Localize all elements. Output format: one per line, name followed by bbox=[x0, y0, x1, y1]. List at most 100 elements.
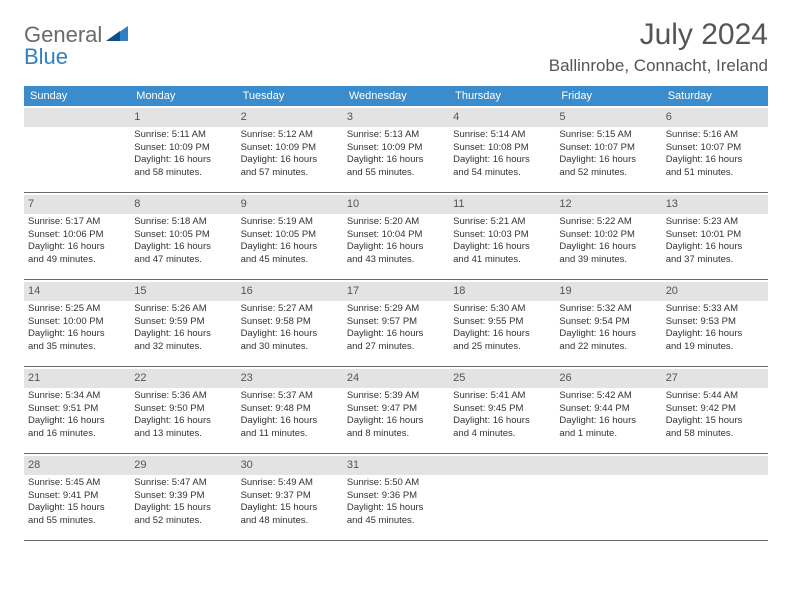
day-info-line: Daylight: 16 hours bbox=[28, 328, 126, 341]
day-info-line: Sunrise: 5:16 AM bbox=[666, 129, 764, 142]
day-number: 11 bbox=[449, 195, 555, 214]
day-number bbox=[449, 456, 555, 475]
day-info-line: and 1 minute. bbox=[559, 428, 657, 441]
day-cell bbox=[24, 106, 130, 192]
day-info-line: and 55 minutes. bbox=[28, 515, 126, 528]
day-cell: 20Sunrise: 5:33 AMSunset: 9:53 PMDayligh… bbox=[662, 280, 768, 366]
day-number bbox=[555, 456, 661, 475]
day-info-line: Sunset: 9:58 PM bbox=[241, 316, 339, 329]
day-info-line: Sunset: 10:09 PM bbox=[241, 142, 339, 155]
day-cell: 5Sunrise: 5:15 AMSunset: 10:07 PMDayligh… bbox=[555, 106, 661, 192]
day-info-line: Sunrise: 5:25 AM bbox=[28, 303, 126, 316]
day-info-line: Sunset: 9:45 PM bbox=[453, 403, 551, 416]
day-info-line: and 27 minutes. bbox=[347, 341, 445, 354]
day-info-line: Daylight: 16 hours bbox=[347, 241, 445, 254]
day-info-line: Daylight: 16 hours bbox=[28, 241, 126, 254]
day-info-line: Sunrise: 5:12 AM bbox=[241, 129, 339, 142]
day-info-line: Sunrise: 5:29 AM bbox=[347, 303, 445, 316]
day-number: 7 bbox=[24, 195, 130, 214]
day-info-line: and 13 minutes. bbox=[134, 428, 232, 441]
day-info-line: Sunset: 9:37 PM bbox=[241, 490, 339, 503]
day-info-line: Sunset: 9:42 PM bbox=[666, 403, 764, 416]
day-info-line: and 19 minutes. bbox=[666, 341, 764, 354]
day-info-line: Sunrise: 5:37 AM bbox=[241, 390, 339, 403]
day-info-line: and 11 minutes. bbox=[241, 428, 339, 441]
day-cell: 9Sunrise: 5:19 AMSunset: 10:05 PMDayligh… bbox=[237, 193, 343, 279]
day-info-line: and 25 minutes. bbox=[453, 341, 551, 354]
day-cell: 26Sunrise: 5:42 AMSunset: 9:44 PMDayligh… bbox=[555, 367, 661, 453]
day-info-line: Sunset: 10:08 PM bbox=[453, 142, 551, 155]
day-number: 13 bbox=[662, 195, 768, 214]
day-cell: 25Sunrise: 5:41 AMSunset: 9:45 PMDayligh… bbox=[449, 367, 555, 453]
day-info-line: Sunset: 10:05 PM bbox=[134, 229, 232, 242]
day-info-line: Sunrise: 5:27 AM bbox=[241, 303, 339, 316]
day-info-line: and 58 minutes. bbox=[134, 167, 232, 180]
day-cell: 15Sunrise: 5:26 AMSunset: 9:59 PMDayligh… bbox=[130, 280, 236, 366]
day-info-line: Sunset: 10:01 PM bbox=[666, 229, 764, 242]
weekday-header: Thursday bbox=[449, 86, 555, 106]
day-info-line: and 41 minutes. bbox=[453, 254, 551, 267]
day-number: 18 bbox=[449, 282, 555, 301]
day-number bbox=[24, 108, 130, 127]
day-info-line: Daylight: 16 hours bbox=[559, 415, 657, 428]
weekday-header: Friday bbox=[555, 86, 661, 106]
weekday-header: Wednesday bbox=[343, 86, 449, 106]
day-cell: 11Sunrise: 5:21 AMSunset: 10:03 PMDaylig… bbox=[449, 193, 555, 279]
brand-text-blue: Blue bbox=[24, 44, 68, 69]
day-cell: 24Sunrise: 5:39 AMSunset: 9:47 PMDayligh… bbox=[343, 367, 449, 453]
day-info-line: Daylight: 16 hours bbox=[134, 154, 232, 167]
day-info-line: Sunset: 10:07 PM bbox=[559, 142, 657, 155]
day-number: 21 bbox=[24, 369, 130, 388]
day-info-line: and 45 minutes. bbox=[241, 254, 339, 267]
day-cell: 7 Sunrise: 5:17 AMSunset: 10:06 PMDayligh… bbox=[24, 193, 130, 279]
day-info-line: Sunrise: 5:13 AM bbox=[347, 129, 445, 142]
day-info-line: Daylight: 16 hours bbox=[666, 328, 764, 341]
day-info-line: Sunset: 9:41 PM bbox=[28, 490, 126, 503]
day-info-line: and 52 minutes. bbox=[559, 167, 657, 180]
day-info-line: Sunrise: 5:32 AM bbox=[559, 303, 657, 316]
day-info-line: Sunrise: 5:47 AM bbox=[134, 477, 232, 490]
day-number: 26 bbox=[555, 369, 661, 388]
brand-mark-icon bbox=[106, 23, 128, 46]
weekday-header-row: Sunday Monday Tuesday Wednesday Thursday… bbox=[24, 86, 768, 106]
day-info-line: and 55 minutes. bbox=[347, 167, 445, 180]
day-number: 17 bbox=[343, 282, 449, 301]
day-cell: 29Sunrise: 5:47 AMSunset: 9:39 PMDayligh… bbox=[130, 454, 236, 540]
day-info-line: Daylight: 16 hours bbox=[28, 415, 126, 428]
day-info-line: Daylight: 16 hours bbox=[241, 415, 339, 428]
day-info-line: Sunrise: 5:17 AM bbox=[28, 216, 126, 229]
day-info-line: Daylight: 16 hours bbox=[134, 328, 232, 341]
day-info-line: Sunset: 10:06 PM bbox=[28, 229, 126, 242]
day-info-line: Sunrise: 5:30 AM bbox=[453, 303, 551, 316]
day-info-line: Daylight: 16 hours bbox=[347, 415, 445, 428]
day-info-line: Daylight: 16 hours bbox=[241, 154, 339, 167]
day-cell: 22Sunrise: 5:36 AMSunset: 9:50 PMDayligh… bbox=[130, 367, 236, 453]
day-info-line: Daylight: 16 hours bbox=[134, 241, 232, 254]
day-cell: 27Sunrise: 5:44 AMSunset: 9:42 PMDayligh… bbox=[662, 367, 768, 453]
day-info-line: Sunrise: 5:11 AM bbox=[134, 129, 232, 142]
day-info-line: Daylight: 15 hours bbox=[28, 502, 126, 515]
day-info-line: and 30 minutes. bbox=[241, 341, 339, 354]
day-number: 20 bbox=[662, 282, 768, 301]
day-info-line: Sunset: 10:04 PM bbox=[347, 229, 445, 242]
day-number: 3 bbox=[343, 108, 449, 127]
day-info-line: Sunset: 9:53 PM bbox=[666, 316, 764, 329]
day-info-line: Sunrise: 5:21 AM bbox=[453, 216, 551, 229]
day-cell: 30Sunrise: 5:49 AMSunset: 9:37 PMDayligh… bbox=[237, 454, 343, 540]
day-number: 12 bbox=[555, 195, 661, 214]
day-info-line: Daylight: 16 hours bbox=[134, 415, 232, 428]
day-number: 31 bbox=[343, 456, 449, 475]
day-info-line: Sunrise: 5:26 AM bbox=[134, 303, 232, 316]
day-info-line: Daylight: 16 hours bbox=[666, 241, 764, 254]
day-number: 22 bbox=[130, 369, 236, 388]
day-info-line: and 45 minutes. bbox=[347, 515, 445, 528]
day-info-line: and 39 minutes. bbox=[559, 254, 657, 267]
day-info-line: Daylight: 16 hours bbox=[559, 328, 657, 341]
day-info-line: and 54 minutes. bbox=[453, 167, 551, 180]
day-cell: 23Sunrise: 5:37 AMSunset: 9:48 PMDayligh… bbox=[237, 367, 343, 453]
day-number: 28 bbox=[24, 456, 130, 475]
day-info-line: Sunset: 9:39 PM bbox=[134, 490, 232, 503]
day-info-line: Sunset: 9:44 PM bbox=[559, 403, 657, 416]
day-number: 25 bbox=[449, 369, 555, 388]
day-cell: 8Sunrise: 5:18 AMSunset: 10:05 PMDayligh… bbox=[130, 193, 236, 279]
